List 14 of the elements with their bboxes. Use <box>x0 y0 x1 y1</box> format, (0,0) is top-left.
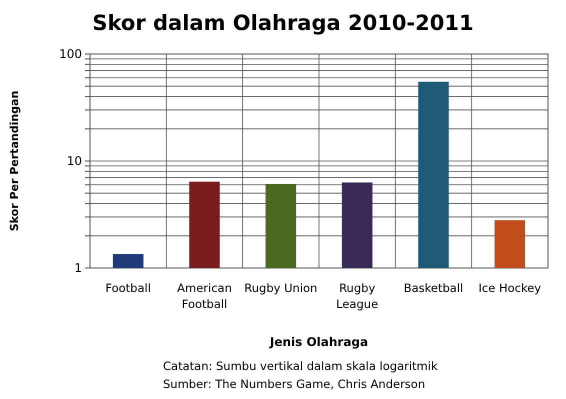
x-tick-label: Rugby League <box>336 281 378 311</box>
chart-title: Skor dalam Olahraga 2010-2011 <box>92 11 474 35</box>
x-tick-label: Football <box>105 281 151 295</box>
y-axis-title: Skor Per Pertandingan <box>8 90 21 232</box>
x-axis-title: Jenis Olahraga <box>268 335 368 349</box>
y-tick-label: 100 <box>59 47 82 62</box>
text: Sumber: The Numbers Game, Chris Anderson <box>163 377 426 391</box>
x-tick-label: Basketball <box>404 281 464 295</box>
x-tick-label: American Football <box>177 281 232 311</box>
y-tick-label: 10 <box>66 154 82 168</box>
text: Catatan: Sumbu vertikal dalam skala logaritmik <box>163 359 438 373</box>
x-tick-label: Ice Hockey <box>478 281 542 295</box>
x-tick-label: Rugby Union <box>244 281 318 295</box>
y-tick-label: 1 <box>74 261 82 276</box>
